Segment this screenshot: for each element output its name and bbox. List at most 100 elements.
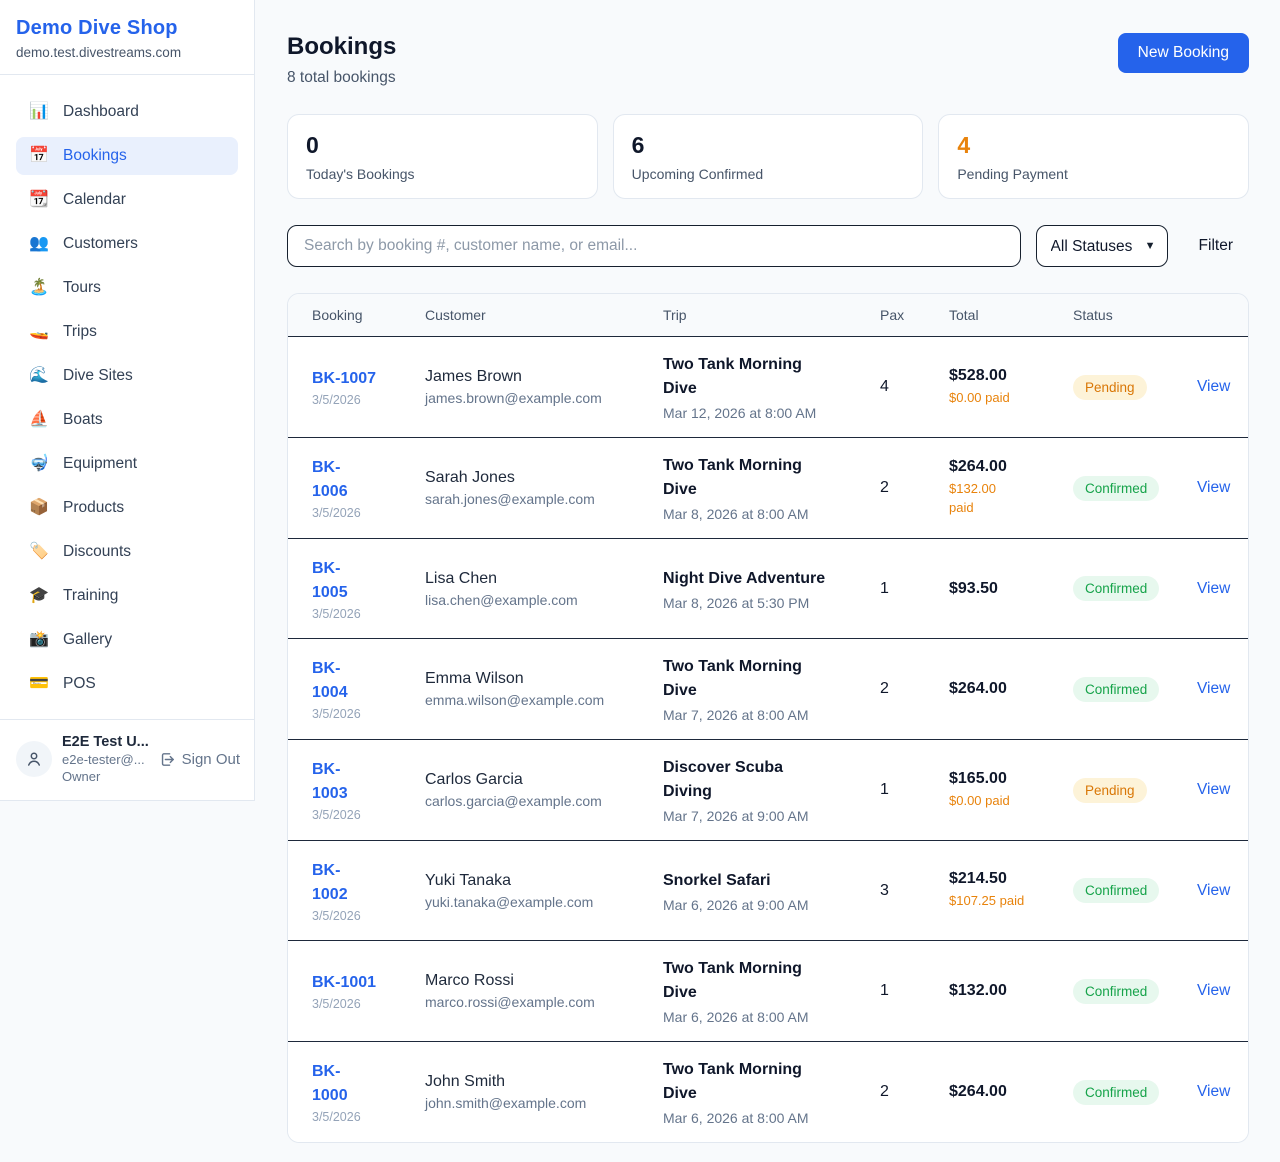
status-cell: Pending: [1073, 777, 1197, 803]
action-cell: View: [1197, 1083, 1230, 1101]
total-amount: $214.50: [949, 870, 1007, 888]
customer-cell: Marco Rossi marco.rossi@example.com: [425, 972, 663, 1010]
sidebar-item-training[interactable]: 🎓 Training: [16, 577, 238, 615]
booking-id-link[interactable]: BK- 1002: [312, 861, 348, 903]
table-header-row: Booking Customer Trip Pax Total Status: [288, 294, 1248, 337]
sidebar-item-bookings[interactable]: 📅 Bookings: [16, 137, 238, 175]
pax-cell: 2: [880, 479, 889, 496]
customer-email: james.brown@example.com: [425, 390, 602, 406]
column-header-total: Total: [949, 307, 979, 323]
sidebar-item-dive-sites[interactable]: 🌊 Dive Sites: [16, 357, 238, 395]
dashboard-chart-icon: 📊: [29, 103, 49, 120]
view-link[interactable]: View: [1197, 781, 1231, 798]
status-badge: Confirmed: [1073, 878, 1160, 903]
trip-datetime: Mar 7, 2026 at 8:00 AM: [663, 707, 809, 723]
view-link[interactable]: View: [1197, 479, 1231, 496]
sidebar-item-equipment[interactable]: 🤿 Equipment: [16, 445, 238, 483]
paid-amount: $0.00 paid: [949, 792, 1010, 808]
status-cell: Confirmed: [1073, 576, 1197, 601]
trip-datetime: Mar 6, 2026 at 8:00 AM: [663, 1110, 809, 1126]
sidebar-item-label: Calendar: [63, 191, 126, 208]
gallery-camera-icon: 📸: [29, 631, 49, 648]
stat-value: 4: [957, 132, 971, 158]
customer-cell: Sarah Jones sarah.jones@example.com: [425, 469, 663, 507]
sidebar-item-gallery[interactable]: 📸 Gallery: [16, 621, 238, 659]
stat-card: 4 Pending Payment: [938, 114, 1250, 199]
sidebar-item-calendar[interactable]: 📆 Calendar: [16, 181, 238, 219]
pax-cell: 1: [880, 982, 889, 999]
sidebar-item-pos[interactable]: 💳 POS: [16, 665, 238, 703]
sidebar-item-tours[interactable]: 🏝️ Tours: [16, 269, 238, 307]
booking-id-link[interactable]: BK- 1003: [312, 761, 348, 802]
table-body: BK-1007 3/5/2026 James Brown james.brown…: [288, 337, 1248, 1142]
boats-sailboat-icon: ⛵: [29, 411, 49, 428]
sidebar-item-boats[interactable]: ⛵ Boats: [16, 401, 238, 439]
sidebar-item-dashboard[interactable]: 📊 Dashboard: [16, 93, 238, 131]
view-link[interactable]: View: [1197, 680, 1231, 697]
stat-card: 6 Upcoming Confirmed: [612, 114, 924, 199]
sidebar-item-customers[interactable]: 👥 Customers: [16, 225, 238, 263]
booking-cell: BK- 1004 3/5/2026: [312, 657, 425, 721]
sidebar-item-label: Training: [63, 587, 119, 604]
search-input[interactable]: [287, 225, 1021, 267]
sidebar-item-trips[interactable]: 🚤 Trips: [16, 313, 238, 351]
sidebar-item-discounts[interactable]: 🏷️ Discounts: [16, 533, 238, 571]
table-row: BK-1001 3/5/2026 Marco Rossi marco.rossi…: [288, 941, 1248, 1042]
booking-id-link[interactable]: BK- 1000: [312, 1063, 348, 1104]
trip-name: Two Tank Morning Dive: [663, 457, 802, 498]
status-cell: Confirmed: [1073, 878, 1197, 903]
status-badge: Confirmed: [1073, 676, 1160, 702]
view-link[interactable]: View: [1197, 982, 1231, 999]
view-link[interactable]: View: [1197, 1083, 1231, 1100]
view-link[interactable]: View: [1197, 579, 1231, 597]
trip-cell: Night Dive Adventure Mar 8, 2026 at 5:30…: [663, 567, 880, 611]
stat-label: Today's Bookings: [306, 166, 415, 182]
sign-out-label: Sign Out: [181, 750, 240, 768]
customer-name: James Brown: [425, 368, 522, 385]
action-cell: View: [1197, 982, 1230, 1000]
customer-email: emma.wilson@example.com: [425, 692, 605, 708]
sidebar-nav: 📊 Dashboard 📅 Bookings 📆 Calendar 👥 Cust…: [0, 75, 254, 719]
sidebar-item-label: Gallery: [63, 631, 113, 648]
pax-cell: 4: [880, 378, 889, 395]
customer-email: lisa.chen@example.com: [425, 591, 578, 608]
sign-out-button[interactable]: Sign Out: [159, 751, 240, 768]
booking-id-link[interactable]: BK-1007: [312, 370, 377, 387]
pax-cell: 2: [880, 680, 889, 697]
booking-created-date: 3/5/2026: [312, 606, 361, 621]
table-row: BK- 1006 3/5/2026 Sarah Jones sarah.jone…: [288, 438, 1248, 539]
sidebar-item-products[interactable]: 📦 Products: [16, 489, 238, 527]
pos-card-icon: 💳: [29, 675, 49, 692]
booking-id-link[interactable]: BK- 1004: [312, 660, 348, 701]
brand-block: Demo Dive Shop demo.test.divestreams.com: [0, 0, 254, 75]
sidebar-item-label: Dive Sites: [63, 367, 133, 384]
bookings-table: Booking Customer Trip Pax Total Status BK-100…: [287, 293, 1249, 1143]
booking-id-link[interactable]: BK- 1005: [312, 559, 348, 601]
view-link[interactable]: View: [1197, 378, 1231, 395]
status-select[interactable]: All Statuses: [1035, 225, 1168, 267]
column-header-pax: Pax: [880, 307, 905, 323]
trip-datetime: Mar 8, 2026 at 5:30 PM: [663, 594, 810, 611]
sidebar-item-label: Products: [63, 499, 125, 516]
customer-email: john.smith@example.com: [425, 1095, 587, 1111]
brand-title: Demo Dive Shop: [16, 17, 178, 39]
new-booking-button[interactable]: New Booking: [1117, 33, 1249, 73]
trip-cell: Two Tank Morning Dive Mar 8, 2026 at 8:0…: [663, 454, 880, 522]
sidebar-footer: E2E Test U... e2e-tester@... Owner Sign …: [0, 719, 254, 800]
table-row: BK- 1000 3/5/2026 John Smith john.smith@…: [288, 1042, 1248, 1142]
filter-button[interactable]: Filter: [1183, 237, 1249, 255]
booking-created-date: 3/5/2026: [312, 997, 361, 1011]
customer-name: Sarah Jones: [425, 469, 515, 486]
trip-datetime: Mar 6, 2026 at 8:00 AM: [663, 1009, 809, 1025]
booking-id-link[interactable]: BK- 1006: [312, 459, 348, 500]
trip-name: Two Tank Morning Dive: [663, 356, 802, 397]
page-header: Bookings 8 total bookings New Booking: [287, 33, 1249, 87]
view-link[interactable]: View: [1197, 881, 1231, 899]
status-select-wrap: All Statuses ▼: [1035, 225, 1168, 267]
user-role: Owner: [62, 769, 101, 784]
booking-id-link[interactable]: BK-1001: [312, 974, 377, 991]
stat-label: Pending Payment: [957, 166, 1068, 182]
total-amount: $528.00: [949, 366, 1007, 384]
tours-island-icon: 🏝️: [29, 279, 49, 296]
action-cell: View: [1197, 479, 1230, 497]
